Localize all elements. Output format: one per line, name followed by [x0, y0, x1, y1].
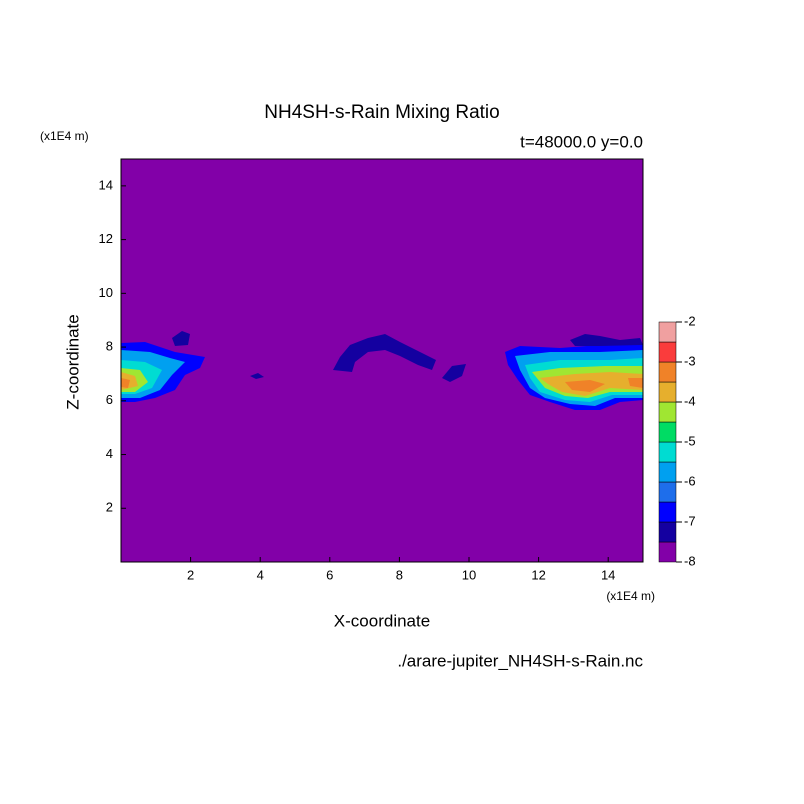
colorbar-tick-label: -8 — [684, 553, 696, 568]
colorbar-segment — [658, 481, 677, 503]
colorbar-tick-label: -7 — [684, 513, 696, 528]
x-tick-label: 14 — [601, 567, 615, 582]
y-axis-label: Z-coordinate — [63, 314, 82, 409]
x-tick-label: 6 — [326, 567, 333, 582]
y-unit: (x1E4 m) — [40, 129, 89, 143]
contour-regions — [121, 331, 643, 410]
chart-subtitle: t=48000.0 y=0.0 — [520, 132, 643, 151]
colorbar-segment — [658, 441, 677, 463]
chart-title: NH4SH-s-Rain Mixing Ratio — [264, 102, 499, 123]
colorbar-segment — [658, 401, 677, 423]
colorbar-segment — [658, 361, 677, 383]
x-tick-label: 12 — [531, 567, 545, 582]
contour-region — [333, 334, 436, 372]
contour-region — [250, 373, 264, 379]
colorbar-tick-label: -6 — [684, 473, 696, 488]
y-tick-label: 14 — [99, 177, 113, 192]
colorbar-segment — [658, 341, 677, 363]
colorbar-tick-label: -3 — [684, 353, 696, 368]
contour-region — [172, 331, 190, 346]
y-tick-label: 2 — [106, 500, 113, 515]
x-tick-label: 2 — [187, 567, 194, 582]
y-tick-label: 12 — [99, 231, 113, 246]
colorbar-segment — [658, 381, 677, 403]
y-tick-label: 8 — [106, 339, 113, 354]
x-tick-label: 4 — [257, 567, 264, 582]
contour-region — [442, 364, 466, 382]
colorbar-segment — [658, 521, 677, 543]
x-tick-label: 8 — [396, 567, 403, 582]
colorbar-segment — [658, 461, 677, 483]
colorbar-segment — [658, 541, 677, 563]
colorbar-tick-label: -4 — [684, 393, 696, 408]
y-tick-label: 10 — [99, 285, 113, 300]
x-tick-label: 10 — [462, 567, 476, 582]
y-tick-label: 6 — [106, 392, 113, 407]
contour-region — [565, 378, 643, 392]
colorbar-tick-label: -5 — [684, 433, 696, 448]
colorbar-segment — [658, 321, 677, 343]
contour-region — [121, 378, 130, 388]
colorbar-segment — [658, 421, 677, 443]
plot-frame — [120, 158, 644, 563]
x-unit: (x1E4 m) — [606, 589, 655, 603]
x-axis-label: X-coordinate — [334, 611, 430, 630]
contour-region — [570, 334, 643, 346]
colorbar-tick-label: -2 — [684, 313, 696, 328]
source-file: ./arare-jupiter_NH4SH-s-Rain.nc — [397, 651, 643, 670]
colorbar-segment — [658, 501, 677, 523]
y-tick-label: 4 — [106, 446, 113, 461]
